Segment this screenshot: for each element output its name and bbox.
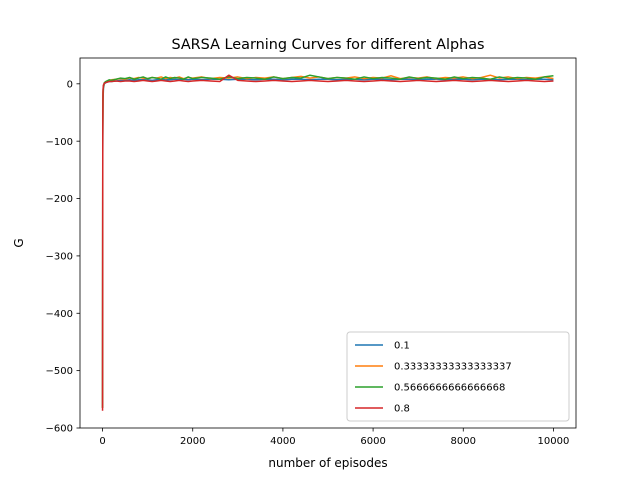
y-axis-label: G (12, 238, 26, 247)
legend-label-3: 0.8 (394, 404, 410, 415)
chart-title: SARSA Learning Curves for different Alph… (171, 37, 484, 53)
x-axis: 0 2000 4000 6000 8000 10000 (99, 428, 569, 447)
y-tick-label: −500 (46, 366, 73, 377)
series-line-3 (101, 74, 554, 411)
plot-frame (79, 57, 577, 429)
x-tick-label: 2000 (180, 436, 205, 447)
x-tick-label: 10000 (538, 436, 570, 447)
legend-box (346, 331, 570, 422)
legend-label-0: 0.1 (394, 341, 410, 352)
y-tick-label: −400 (46, 309, 73, 320)
x-tick-label: 6000 (360, 436, 385, 447)
legend: 0.1 0.33333333333333337 0.5666666666666668… (346, 331, 570, 422)
x-axis-label: number of episodes (268, 456, 387, 470)
x-tick-label: 0 (99, 436, 105, 447)
y-tick-label: −600 (46, 424, 73, 435)
y-tick-label: 0 (67, 79, 73, 90)
series-layer (101, 74, 554, 411)
y-tick-label: −300 (46, 252, 73, 263)
x-tick-label: 4000 (270, 436, 295, 447)
series-line-2 (101, 74, 554, 408)
legend-label-2: 0.5666666666666668 (394, 383, 505, 394)
legend-label-1: 0.33333333333333337 (394, 362, 512, 373)
y-tick-label: −100 (46, 137, 73, 148)
y-tick-label: −200 (46, 194, 73, 205)
plot-area (79, 57, 577, 429)
x-tick-label: 8000 (451, 436, 476, 447)
y-axis: 0 −100 −200 −300 −400 −500 −600 (46, 79, 80, 435)
